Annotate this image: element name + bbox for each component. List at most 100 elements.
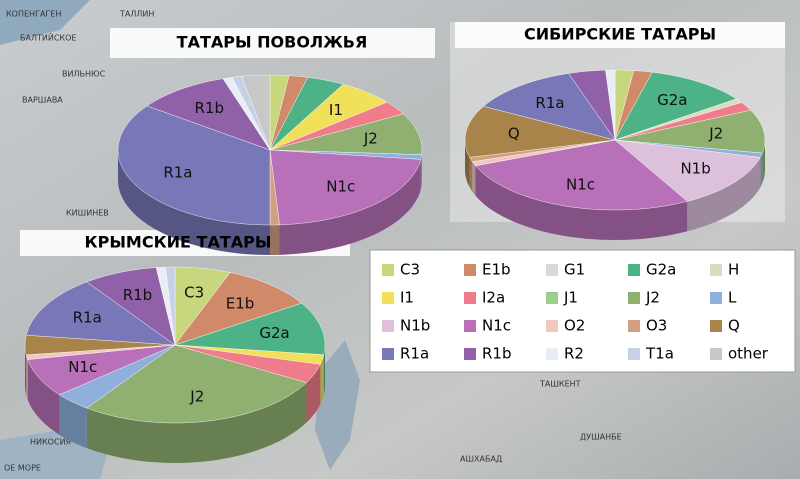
legend-label: Q — [728, 317, 740, 335]
slice-side — [323, 345, 325, 395]
legend-swatch — [464, 320, 476, 332]
slice-label: R1a — [73, 309, 102, 327]
slice — [464, 106, 616, 158]
slice-side — [86, 382, 307, 463]
chart-title: КРЫМСКИЕ ТАТАРЫ — [85, 233, 272, 252]
slice — [241, 74, 271, 151]
slice — [269, 113, 423, 155]
slice — [86, 344, 307, 424]
slice-side — [469, 157, 473, 192]
slice — [475, 139, 688, 211]
map-label: ТАЛЛИН — [119, 10, 154, 19]
slice-label: Q — [508, 125, 520, 143]
slice-side — [306, 364, 321, 423]
slice-side — [760, 153, 763, 188]
map-label: НИКОСИЯ — [30, 438, 71, 447]
legend-label: C3 — [400, 261, 420, 279]
slice — [25, 281, 176, 346]
title-box — [110, 28, 435, 58]
legend-swatch — [710, 292, 722, 304]
title-box — [455, 22, 785, 48]
legend-swatch — [464, 348, 476, 360]
slice — [27, 344, 176, 395]
slice-label: G2a — [657, 91, 687, 109]
slice — [614, 109, 766, 154]
sea — [0, 0, 90, 45]
slice-side — [420, 154, 422, 190]
slice — [269, 84, 388, 151]
slice-side — [475, 165, 688, 240]
pie: ТАТАРЫ ПОВОЛЖЬЯ I1 J2 N1c R1a R1b — [117, 33, 423, 255]
legend-swatch — [628, 264, 640, 276]
map-label: ВИЛЬНЮС — [62, 70, 106, 79]
legend-swatch — [382, 320, 394, 332]
slice-label: E1b — [226, 295, 255, 313]
legend-swatch — [546, 264, 558, 276]
legend-label: I2a — [482, 289, 505, 307]
map-label: ТАШКЕНТ — [539, 380, 581, 389]
slice — [86, 267, 176, 346]
legend-label: E1b — [482, 261, 511, 279]
slice-side — [279, 159, 421, 255]
legend-label: R1a — [400, 345, 429, 363]
slice-label: R1b — [123, 286, 153, 304]
legend-swatch — [546, 348, 558, 360]
legend-swatch — [628, 320, 640, 332]
legend-label: R2 — [564, 345, 584, 363]
slice-label: N1b — [680, 160, 710, 178]
slice-label: N1c — [326, 178, 355, 196]
slice — [614, 71, 737, 141]
slice — [174, 344, 321, 383]
slice-side — [118, 150, 270, 255]
slice-side — [27, 359, 60, 435]
map-label: ДУШАНБЕ — [580, 433, 622, 442]
map-label: ОЕ МОРЕ — [4, 464, 41, 473]
sea — [315, 340, 360, 470]
legend-label: G2a — [646, 261, 676, 279]
legend-label: N1b — [400, 317, 430, 335]
slice — [483, 73, 616, 141]
slice-side — [320, 354, 324, 405]
slice — [146, 78, 271, 151]
slice — [24, 334, 176, 356]
legend-swatch — [710, 264, 722, 276]
legend-label: other — [728, 345, 769, 363]
slice-label: R1a — [163, 164, 192, 182]
slice — [165, 266, 176, 346]
chart-title: СИБИРСКИЕ ТАТАРЫ — [524, 25, 716, 44]
legend-label: O3 — [646, 317, 667, 335]
slice — [174, 266, 231, 346]
slice-label: G2a — [259, 324, 289, 342]
slice-label: N1c — [68, 358, 97, 376]
slice-label: J2 — [189, 387, 204, 405]
slice-label: J2 — [363, 129, 378, 147]
slice — [58, 344, 176, 409]
slice-side — [59, 394, 87, 449]
map-label: АШХАБАД — [460, 455, 502, 464]
slice-side — [26, 354, 28, 400]
map-label: ВАРШАВА — [22, 96, 63, 105]
legend-swatch — [546, 320, 558, 332]
slice — [117, 105, 271, 226]
legend-label: N1c — [482, 317, 511, 335]
legend-swatch — [710, 320, 722, 332]
slice-side — [270, 224, 280, 255]
legend-swatch — [382, 292, 394, 304]
legend-label: G1 — [564, 261, 585, 279]
slice-label: J2 — [708, 125, 723, 143]
legend-swatch — [628, 292, 640, 304]
slice — [174, 272, 303, 346]
legend-label: O2 — [564, 317, 585, 335]
legend-swatch — [464, 292, 476, 304]
slice — [269, 149, 422, 226]
slice — [269, 77, 344, 151]
legend-swatch — [382, 348, 394, 360]
slice — [605, 69, 616, 141]
legend-swatch — [464, 264, 476, 276]
slice-label: R1b — [194, 99, 224, 117]
slice-side — [762, 140, 765, 184]
slice-side — [687, 157, 761, 232]
slice-label: R1a — [535, 94, 564, 112]
slice — [614, 139, 761, 202]
